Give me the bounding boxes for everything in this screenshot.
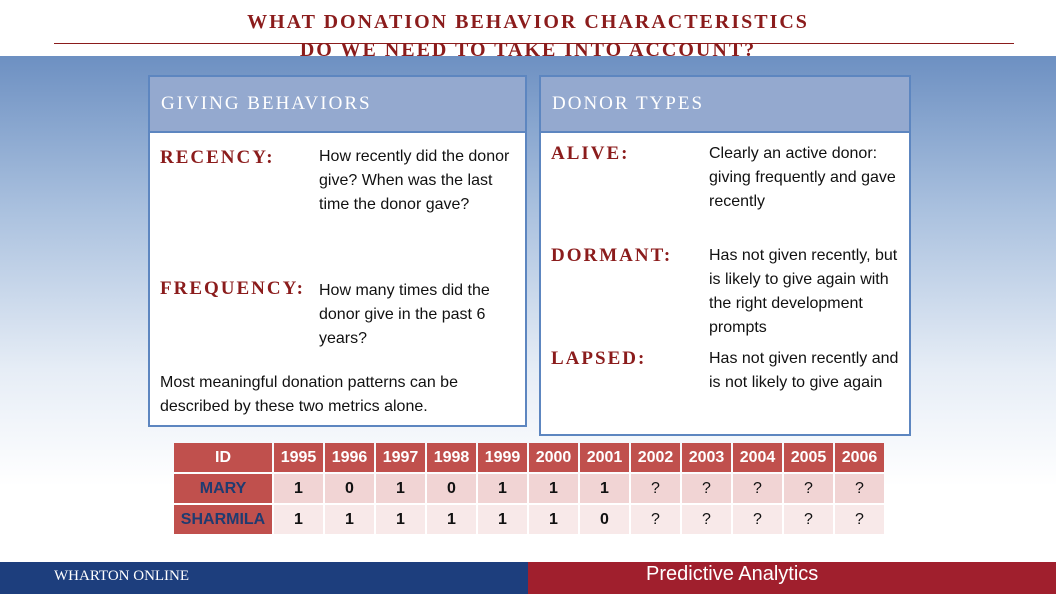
donor-types-panel: DONOR TYPES ALIVE: Clearly an active don…: [539, 75, 911, 436]
giving-behaviors-heading: GIVING BEHAVIORS: [150, 77, 525, 133]
title-divider: [54, 43, 1014, 44]
donation-history-table: ID 1995 1996 1997 1998 1999 2000 2001 20…: [172, 441, 886, 536]
footer-course-label: Predictive Analytics: [646, 563, 819, 585]
table-header-row: ID 1995 1996 1997 1998 1999 2000 2001 20…: [174, 443, 884, 472]
table-cell: 1: [478, 505, 527, 534]
table-header-cell: 2002: [631, 443, 680, 472]
table-row: MARY 1 0 1 0 1 1 1 ? ? ? ? ?: [174, 474, 884, 503]
table-row: SHARMILA 1 1 1 1 1 1 0 ? ? ? ? ?: [174, 505, 884, 534]
giving-behaviors-panel: GIVING BEHAVIORS RECENCY: How recently d…: [148, 75, 527, 427]
frequency-term: FREQUENCY:: [160, 278, 305, 299]
recency-description: How recently did the donor give? When wa…: [319, 148, 510, 213]
table-header-cell: 1998: [427, 443, 476, 472]
table-cell: 0: [325, 474, 374, 503]
lapsed-description: Has not given recently and is not likely…: [709, 350, 899, 391]
table-cell: ?: [631, 505, 680, 534]
slide-title-line-2: DO WE NEED TO TAKE INTO ACCOUNT?: [299, 39, 757, 61]
table-header-cell: 2005: [784, 443, 833, 472]
table-header-cell: 1995: [274, 443, 323, 472]
table-cell: ?: [835, 474, 884, 503]
slide-title-line-1: WHAT DONATION BEHAVIOR CHARACTERISTICS: [247, 11, 809, 33]
lapsed-term: LAPSED:: [551, 348, 647, 369]
table-cell: ?: [784, 505, 833, 534]
table-header-cell: 2000: [529, 443, 578, 472]
frequency-description: How many times did the donor give in the…: [319, 282, 490, 347]
table-header-cell: ID: [174, 443, 272, 472]
table-cell: 1: [529, 505, 578, 534]
table-cell: 1: [580, 474, 629, 503]
alive-description: Clearly an active donor: giving frequent…: [709, 145, 896, 210]
table-cell: ?: [835, 505, 884, 534]
table-header-cell: 2001: [580, 443, 629, 472]
dormant-term: DORMANT:: [551, 245, 673, 266]
table-cell: 0: [580, 505, 629, 534]
table-cell: ?: [784, 474, 833, 503]
giving-body: RECENCY: How recently did the donor give…: [150, 135, 525, 425]
table-cell: ?: [733, 474, 782, 503]
donor-body: ALIVE: Clearly an active donor: giving f…: [541, 135, 909, 434]
table-cell: 0: [427, 474, 476, 503]
recency-term: RECENCY:: [160, 147, 275, 168]
table-cell: 1: [325, 505, 374, 534]
table-header-cell: 2006: [835, 443, 884, 472]
donor-types-heading: DONOR TYPES: [541, 77, 909, 133]
alive-term: ALIVE:: [551, 143, 630, 164]
table-cell: 1: [478, 474, 527, 503]
table-cell: 1: [376, 474, 425, 503]
table-cell: 1: [274, 474, 323, 503]
table-header-cell: 1996: [325, 443, 374, 472]
table-cell: ?: [682, 505, 731, 534]
row-id-cell: MARY: [174, 474, 272, 503]
table-cell: ?: [733, 505, 782, 534]
table-cell: 1: [529, 474, 578, 503]
table-cell: 1: [274, 505, 323, 534]
footer-brand-label: WHARTON ONLINE: [54, 568, 190, 584]
table-header-cell: 1999: [478, 443, 527, 472]
slide-title: WHAT DONATION BEHAVIOR CHARACTERISTICS D…: [0, 8, 1056, 64]
table-header-cell: 2004: [733, 443, 782, 472]
footer-brand-bar: WHARTON ONLINE: [0, 562, 528, 594]
footer-course-bar: Predictive Analytics: [528, 562, 1056, 594]
table-cell: ?: [631, 474, 680, 503]
dormant-description: Has not given recently, but is likely to…: [709, 247, 898, 336]
row-id-cell: SHARMILA: [174, 505, 272, 534]
table-header-cell: 2003: [682, 443, 731, 472]
table-cell: 1: [376, 505, 425, 534]
table-cell: ?: [682, 474, 731, 503]
table-cell: 1: [427, 505, 476, 534]
table-header-cell: 1997: [376, 443, 425, 472]
giving-note: Most meaningful donation patterns can be…: [160, 374, 458, 415]
